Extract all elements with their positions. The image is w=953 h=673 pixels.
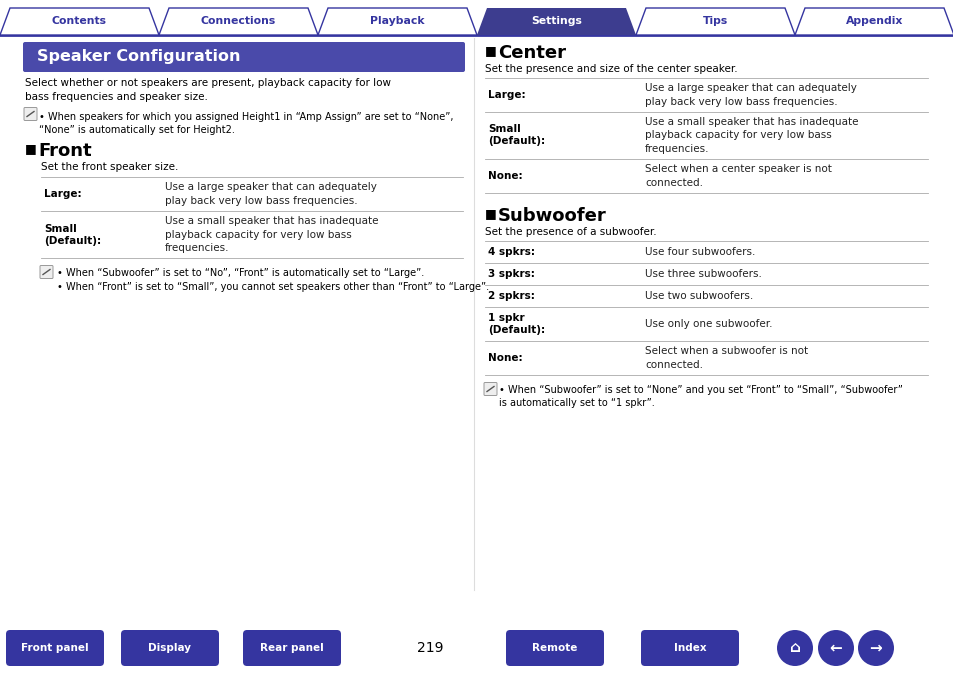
Text: None:: None: xyxy=(488,353,522,363)
Text: None:: None: xyxy=(488,171,522,181)
Text: ■: ■ xyxy=(25,142,37,155)
Text: 1 spkr
(Default):: 1 spkr (Default): xyxy=(488,313,544,335)
Text: Set the presence of a subwoofer.: Set the presence of a subwoofer. xyxy=(484,227,656,237)
Polygon shape xyxy=(317,8,476,35)
Text: 2 spkrs:: 2 spkrs: xyxy=(488,291,535,301)
Text: Use only one subwoofer.: Use only one subwoofer. xyxy=(644,319,772,329)
Polygon shape xyxy=(636,8,794,35)
FancyBboxPatch shape xyxy=(640,630,739,666)
Text: • When “Subwoofer” is set to “None” and you set “Front” to “Small”, “Subwoofer”
: • When “Subwoofer” is set to “None” and … xyxy=(498,385,902,409)
Text: 3 spkrs:: 3 spkrs: xyxy=(488,269,535,279)
Text: Appendix: Appendix xyxy=(845,17,902,26)
FancyBboxPatch shape xyxy=(6,630,104,666)
Polygon shape xyxy=(476,8,636,35)
FancyBboxPatch shape xyxy=(121,630,219,666)
Text: Use a large speaker that can adequately
play back very low bass frequencies.: Use a large speaker that can adequately … xyxy=(165,182,376,205)
Text: 219: 219 xyxy=(416,641,443,655)
Text: Set the front speaker size.: Set the front speaker size. xyxy=(41,162,178,172)
Text: • When speakers for which you assigned Height1 in “Amp Assign” are set to “None”: • When speakers for which you assigned H… xyxy=(39,112,453,135)
Text: Center: Center xyxy=(497,44,565,62)
Text: Settings: Settings xyxy=(531,17,581,26)
Text: ←: ← xyxy=(829,641,841,656)
FancyBboxPatch shape xyxy=(23,42,464,72)
Text: Contents: Contents xyxy=(52,17,107,26)
Text: Use a large speaker that can adequately
play back very low bass frequencies.: Use a large speaker that can adequately … xyxy=(644,83,856,106)
Text: Small
(Default):: Small (Default): xyxy=(488,125,544,147)
Text: Index: Index xyxy=(673,643,705,653)
Polygon shape xyxy=(159,8,317,35)
Text: ■: ■ xyxy=(484,44,497,57)
FancyBboxPatch shape xyxy=(40,266,53,279)
Circle shape xyxy=(817,630,853,666)
Text: • When “Front” is set to “Small”, you cannot set speakers other than “Front” to : • When “Front” is set to “Small”, you ca… xyxy=(57,282,489,292)
Text: Front: Front xyxy=(38,142,91,160)
Text: Tips: Tips xyxy=(702,17,727,26)
FancyBboxPatch shape xyxy=(505,630,603,666)
Text: ■: ■ xyxy=(484,207,497,220)
Text: Small
(Default):: Small (Default): xyxy=(44,223,101,246)
Circle shape xyxy=(776,630,812,666)
Text: ⌂: ⌂ xyxy=(789,641,800,656)
Text: 4 spkrs:: 4 spkrs: xyxy=(488,247,535,257)
Text: Use four subwoofers.: Use four subwoofers. xyxy=(644,247,755,257)
Text: →: → xyxy=(869,641,882,656)
Text: Subwoofer: Subwoofer xyxy=(497,207,606,225)
Text: Set the presence and size of the center speaker.: Set the presence and size of the center … xyxy=(484,64,737,74)
Polygon shape xyxy=(794,8,953,35)
Text: Select whether or not speakers are present, playback capacity for low
bass frequ: Select whether or not speakers are prese… xyxy=(25,78,391,102)
Text: Use a small speaker that has inadequate
playback capacity for very low bass
freq: Use a small speaker that has inadequate … xyxy=(644,117,858,153)
Text: Remote: Remote xyxy=(532,643,578,653)
Text: Large:: Large: xyxy=(44,189,82,199)
Text: Playback: Playback xyxy=(370,17,424,26)
Text: Select when a subwoofer is not
connected.: Select when a subwoofer is not connected… xyxy=(644,347,807,369)
Text: Speaker Configuration: Speaker Configuration xyxy=(37,50,240,65)
Text: Use three subwoofers.: Use three subwoofers. xyxy=(644,269,761,279)
FancyBboxPatch shape xyxy=(243,630,340,666)
Text: Front panel: Front panel xyxy=(21,643,89,653)
Circle shape xyxy=(857,630,893,666)
Text: • When “Subwoofer” is set to “No”, “Front” is automatically set to “Large”.: • When “Subwoofer” is set to “No”, “Fron… xyxy=(57,268,424,278)
Text: Use two subwoofers.: Use two subwoofers. xyxy=(644,291,753,301)
FancyBboxPatch shape xyxy=(483,382,497,396)
Text: Use a small speaker that has inadequate
playback capacity for very low bass
freq: Use a small speaker that has inadequate … xyxy=(165,216,378,252)
Polygon shape xyxy=(0,8,159,35)
Text: Select when a center speaker is not
connected.: Select when a center speaker is not conn… xyxy=(644,164,831,188)
FancyBboxPatch shape xyxy=(24,108,37,120)
Text: Large:: Large: xyxy=(488,90,525,100)
Text: Connections: Connections xyxy=(201,17,275,26)
Text: Display: Display xyxy=(149,643,192,653)
Text: Rear panel: Rear panel xyxy=(260,643,323,653)
